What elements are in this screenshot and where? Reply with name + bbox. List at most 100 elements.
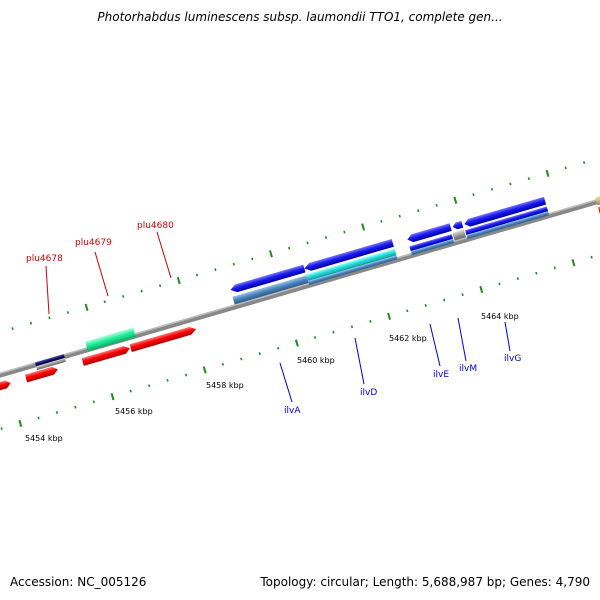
minor-tick (37, 416, 40, 420)
leader-ilvM (457, 317, 467, 362)
gene-block-gray-ilvM[interactable] (452, 229, 467, 241)
feature-row-rna (232, 211, 550, 305)
gene-arrow-red[interactable] (24, 366, 59, 383)
gene-label-plu4678[interactable]: plu4678 (26, 254, 63, 264)
gene-arrow-red-plu4680[interactable] (129, 325, 198, 352)
gene-arrow-blue-ilvG[interactable] (463, 196, 547, 228)
minor-tick (527, 177, 530, 181)
minor-tick (251, 257, 254, 261)
scale-label: 5454 kbp (25, 434, 63, 443)
minor-tick (313, 336, 317, 339)
minor-tick (380, 220, 383, 223)
minor-tick (324, 236, 328, 239)
leader-plu4679 (94, 251, 109, 297)
minor-tick (490, 187, 494, 191)
minor-tick (343, 230, 346, 234)
minor-tick (11, 327, 14, 331)
minor-tick (29, 321, 33, 325)
major-tick (571, 259, 576, 267)
minor-tick (48, 316, 51, 320)
minor-tick (55, 411, 59, 414)
map-title: Photorhabdus luminescens subsp. laumondi… (97, 10, 503, 24)
gene-label-ilvD[interactable]: ilvD (360, 388, 377, 398)
minor-tick (369, 320, 372, 323)
minor-tick (122, 295, 125, 298)
gene-block-gray[interactable] (36, 357, 66, 371)
minor-tick (590, 255, 593, 259)
minor-tick (240, 357, 243, 361)
minor-tick (472, 193, 475, 197)
major-tick (110, 393, 115, 401)
accession-label: Accession: NC_005126 (10, 575, 147, 589)
major-tick (269, 250, 273, 258)
major-tick (176, 276, 181, 285)
minor-tick (103, 300, 106, 304)
major-tick (387, 312, 392, 320)
minor-tick (66, 311, 69, 314)
minor-tick (129, 389, 132, 393)
forward-strand-genes (0, 196, 547, 399)
gene-block-blue-ilvG[interactable] (465, 206, 549, 235)
gene-block-navy[interactable] (34, 354, 65, 367)
gene-label-ilvM[interactable]: ilvM (459, 364, 477, 374)
minor-tick (424, 303, 427, 307)
minor-tick (184, 373, 188, 377)
gene-block-mint-plu4679[interactable] (85, 327, 136, 352)
rna-block-ilvG[interactable] (466, 211, 550, 239)
gene-label-ilvE[interactable]: ilvE (433, 370, 449, 380)
major-tick (84, 303, 89, 311)
minor-tick (232, 262, 235, 266)
minor-tick (288, 246, 291, 250)
rna-block-ilvA[interactable] (232, 275, 309, 305)
outer-tick-row (11, 161, 586, 331)
scale-label: 5458 kbp (206, 381, 244, 390)
gene-arrow-blue-ilvE[interactable] (406, 223, 452, 243)
rna-block-ilvE[interactable] (410, 238, 455, 255)
gene-arrow-blue-ilvM[interactable] (452, 220, 464, 231)
major-tick (18, 419, 23, 428)
gene-block-blue-ilvE[interactable] (409, 234, 454, 252)
leader-ilvG (504, 321, 511, 352)
gene-arrow-blue-ilvA[interactable] (229, 264, 306, 294)
leader-plu4678 (45, 265, 50, 315)
leader-ilvD (354, 337, 365, 385)
major-tick (361, 223, 366, 231)
inner-tick-row (0, 255, 593, 431)
minor-tick (350, 325, 354, 329)
minor-tick (148, 384, 151, 388)
minor-tick (406, 309, 409, 313)
gene-labels: plu4678 plu4679 plu4680 ilvA ilvD ilvE i… (26, 221, 521, 416)
minor-tick (583, 161, 586, 164)
gene-label-plu4679[interactable]: plu4679 (75, 238, 112, 248)
major-tick (294, 339, 299, 347)
minor-tick (535, 271, 538, 275)
minor-tick (553, 266, 556, 270)
scale-label: 5460 kbp (297, 356, 335, 365)
gene-label-ilvG[interactable]: ilvG (504, 354, 521, 364)
scale-labels: 5454 kbp 5456 kbp 5458 kbp 5460 kbp 5462… (25, 312, 519, 443)
gene-arrow-red-plu4679[interactable] (81, 345, 131, 366)
minor-tick (277, 346, 280, 350)
leader-ilvE (429, 323, 441, 367)
scale-label: 5464 kbp (481, 312, 519, 321)
minor-tick (509, 182, 512, 186)
leader-ilvA (279, 362, 293, 403)
minor-tick (498, 282, 501, 286)
gene-arrow-red[interactable] (0, 379, 12, 399)
minor-tick (443, 298, 446, 302)
gene-arrow-blue-ilvD[interactable] (303, 239, 394, 272)
genome-summary: Topology: circular; Length: 5,688,987 bp… (260, 575, 590, 589)
rna-block-ilvD[interactable] (308, 255, 398, 285)
major-tick (545, 169, 550, 178)
minor-tick (74, 405, 77, 409)
major-tick (202, 366, 207, 374)
gene-label-ilvA[interactable]: ilvA (284, 406, 301, 416)
leader-plu4680 (156, 231, 172, 279)
gene-block-cyan-ilvD[interactable] (306, 248, 397, 282)
minor-tick (140, 289, 143, 293)
minor-tick (221, 362, 224, 366)
minor-tick (516, 277, 520, 281)
feature-row-inner (34, 180, 600, 371)
gene-label-plu4680[interactable]: plu4680 (137, 221, 174, 231)
